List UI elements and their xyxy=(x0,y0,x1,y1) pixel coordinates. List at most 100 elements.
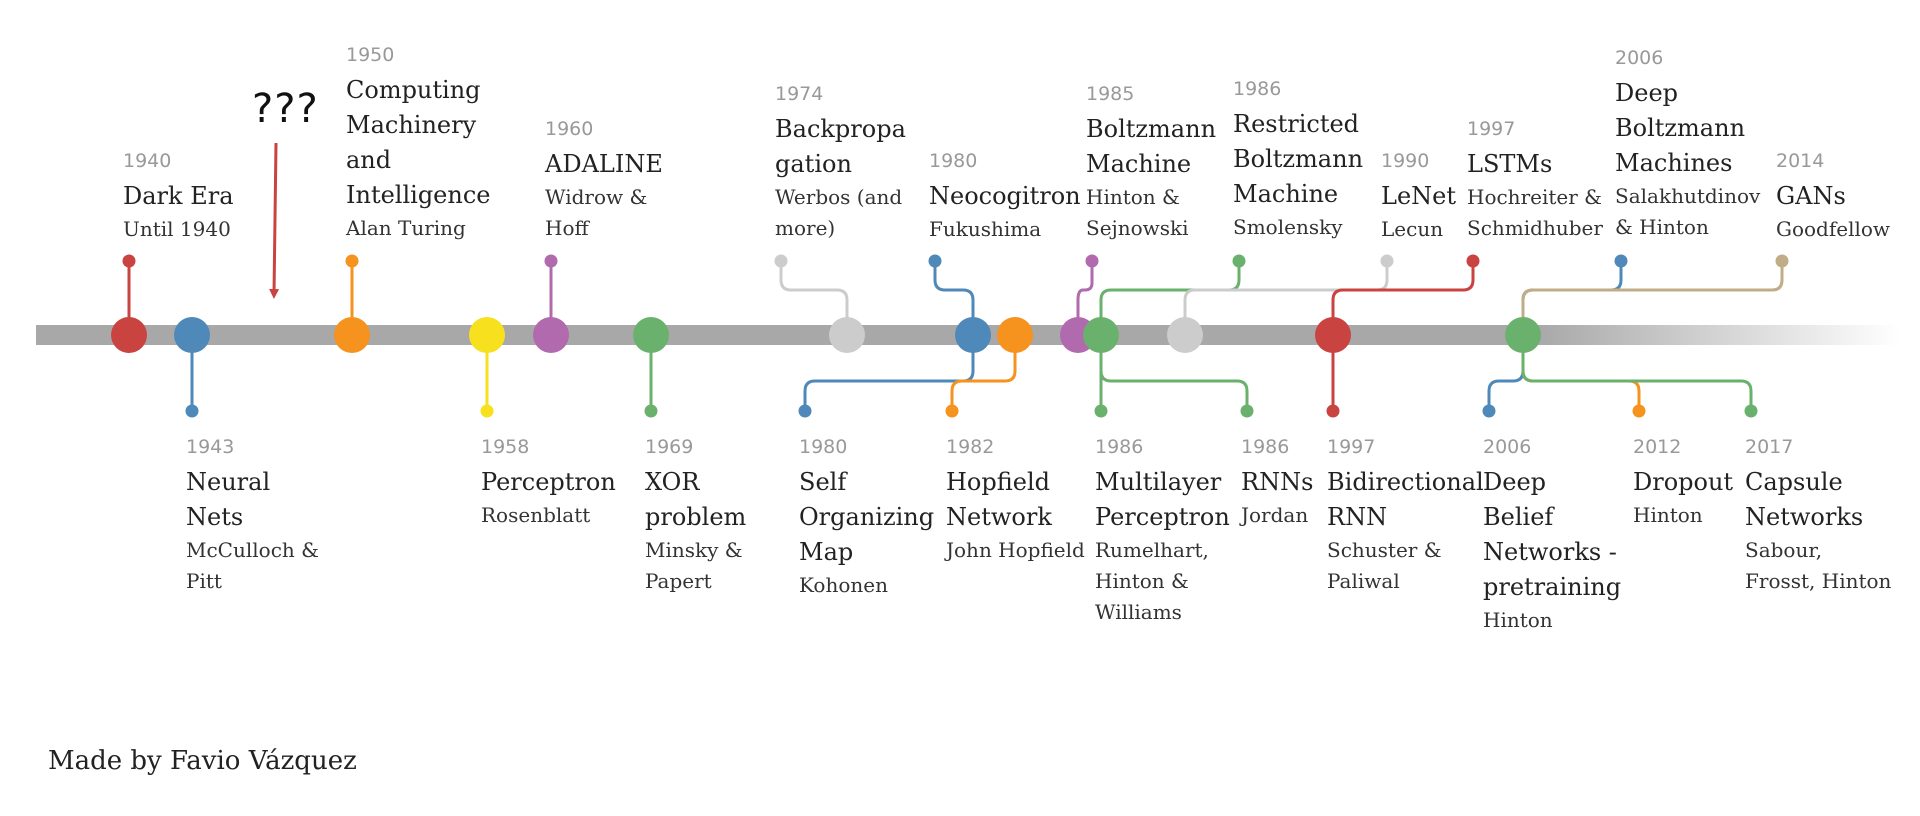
event-year: 2014 xyxy=(1776,150,1825,172)
dot-hopfield xyxy=(945,404,959,418)
dot-rnns xyxy=(1240,404,1254,418)
node-adaline xyxy=(533,317,569,353)
event-rnns: 1986 RNNs Jordan xyxy=(1241,438,1321,531)
node-backpropagation xyxy=(829,317,865,353)
event-author: Minsky & Papert xyxy=(645,538,743,593)
dot-neocogitron xyxy=(928,254,942,268)
connector-capsule xyxy=(1521,335,1753,411)
event-author: Salakhutdinov & Hinton xyxy=(1615,184,1761,239)
event-hopfield-network: 1982 Hopfield Network John Hopfield xyxy=(946,438,1096,566)
event-title: Hopfield Network xyxy=(946,468,1052,531)
dot-neural-nets xyxy=(185,404,199,418)
event-dark-era: 1940 Dark Era Until 1940 xyxy=(123,152,263,245)
event-author: Goodfellow xyxy=(1776,217,1891,241)
dot-dropout xyxy=(1632,404,1646,418)
event-backpropagation: 1974 Backpropagation Werbos (and more) xyxy=(775,85,920,244)
node-neural-nets xyxy=(174,317,210,353)
connector-restricted-boltzmann xyxy=(1099,261,1241,335)
dot-deep-boltzmann xyxy=(1614,254,1628,268)
event-author: Rumelhart, Hinton & Williams xyxy=(1095,538,1209,624)
dot-deep-belief xyxy=(1482,404,1496,418)
dot-multilayer-perceptron xyxy=(1094,404,1108,418)
dot-lenet xyxy=(1380,254,1394,268)
dot-xor-problem xyxy=(644,404,658,418)
dot-adaline xyxy=(544,254,558,268)
node-hopfield xyxy=(997,317,1033,353)
event-author: Kohonen xyxy=(799,573,888,597)
event-year: 2012 xyxy=(1633,436,1682,458)
connector-lstms xyxy=(1331,261,1475,335)
unknown-era-annotation: ??? xyxy=(252,86,319,132)
event-author: Werbos (and more) xyxy=(775,185,903,240)
node-dark-era xyxy=(111,317,147,353)
event-lstms: 1997 LSTMs Hochreiter & Schmidhuber xyxy=(1467,120,1607,244)
node-xor-problem xyxy=(633,317,669,353)
event-year: 2017 xyxy=(1745,436,1794,458)
event-gans: 2014 GANs Goodfellow xyxy=(1776,152,1896,245)
event-title: Self Organizing Map xyxy=(799,468,935,566)
event-year: 1974 xyxy=(775,83,824,105)
node-computing-machinery xyxy=(334,317,370,353)
event-author: Hinton xyxy=(1483,608,1553,632)
event-neural-nets: 1943 Neural Nets McCulloch & Pitt xyxy=(186,438,326,597)
node-2006 xyxy=(1505,317,1541,353)
connector-backpropagation xyxy=(779,261,849,335)
event-year: 1940 xyxy=(123,150,172,172)
event-author: Sabour, Frosst, Hinton xyxy=(1745,538,1892,593)
dot-computing-machinery xyxy=(345,254,359,268)
event-year: 2006 xyxy=(1615,47,1664,69)
event-author: Until 1940 xyxy=(123,217,231,241)
event-author: Alan Turing xyxy=(346,216,466,240)
event-year: 1997 xyxy=(1467,118,1516,140)
event-title: Perceptron xyxy=(481,468,616,496)
connector-dropout xyxy=(1521,335,1641,411)
event-title: Capsule Networks xyxy=(1745,468,1864,531)
connector-gans xyxy=(1521,261,1784,335)
event-title: XOR problem xyxy=(645,468,747,531)
connector-deep-boltzmann xyxy=(1521,261,1623,335)
node-lenet xyxy=(1167,317,1203,353)
dot-dark-era xyxy=(122,254,136,268)
event-year: 1990 xyxy=(1381,150,1430,172)
event-title: Restricted Boltzmann Machine xyxy=(1233,110,1364,208)
event-title: Dropout xyxy=(1633,468,1734,496)
event-title: Boltzmann Machine xyxy=(1086,115,1217,178)
event-author: Schuster & Paliwal xyxy=(1327,538,1442,593)
event-title: Deep Boltzmann Machines xyxy=(1615,79,1746,177)
event-title: Multilayer Perceptron xyxy=(1095,468,1230,531)
dot-restricted-boltzmann xyxy=(1232,254,1246,268)
event-year: 1960 xyxy=(545,118,594,140)
event-author: Jordan xyxy=(1241,503,1309,527)
event-restricted-boltzmann: 1986 Restricted Boltzmann Machine Smolen… xyxy=(1233,80,1373,243)
timeline-bar xyxy=(36,325,1536,345)
end-dots xyxy=(122,254,1789,418)
event-deep-boltzmann: 2006 Deep Boltzmann Machines Salakhutdin… xyxy=(1615,49,1765,243)
event-year: 2006 xyxy=(1483,436,1532,458)
event-year: 1986 xyxy=(1233,78,1282,100)
event-title: Neocogitron xyxy=(929,182,1081,210)
dot-lstms xyxy=(1466,254,1480,268)
event-title: Backpropagation xyxy=(775,115,906,178)
event-year: 1980 xyxy=(799,436,848,458)
event-neocogitron: 1980 Neocogitron Fukushima xyxy=(929,150,1081,245)
dot-perceptron xyxy=(480,404,494,418)
event-self-organizing-map: 1980 Self Organizing Map Kohonen xyxy=(799,436,935,601)
event-author: Hinton xyxy=(1633,503,1703,527)
event-capsule-networks: 2017 Capsule Networks Sabour, Frosst, Hi… xyxy=(1745,438,1895,597)
event-title: LSTMs xyxy=(1467,150,1553,178)
event-lenet: 1990 LeNet Lecun xyxy=(1381,152,1461,245)
event-year: 1950 xyxy=(346,44,395,66)
event-author: McCulloch & Pitt xyxy=(186,538,319,593)
timeline-bar-fade xyxy=(1536,325,1900,345)
dot-self-organizing-map xyxy=(798,404,812,418)
event-adaline: 1960 ADALINE Widrow & Hoff xyxy=(545,120,665,244)
event-author: Smolensky xyxy=(1233,215,1343,239)
dot-backpropagation xyxy=(774,254,788,268)
connector-boltzmann xyxy=(1076,261,1094,335)
event-year: 1980 xyxy=(929,150,978,172)
dot-capsule xyxy=(1744,404,1758,418)
node-1980 xyxy=(955,317,991,353)
event-title: LeNet xyxy=(1381,182,1456,210)
